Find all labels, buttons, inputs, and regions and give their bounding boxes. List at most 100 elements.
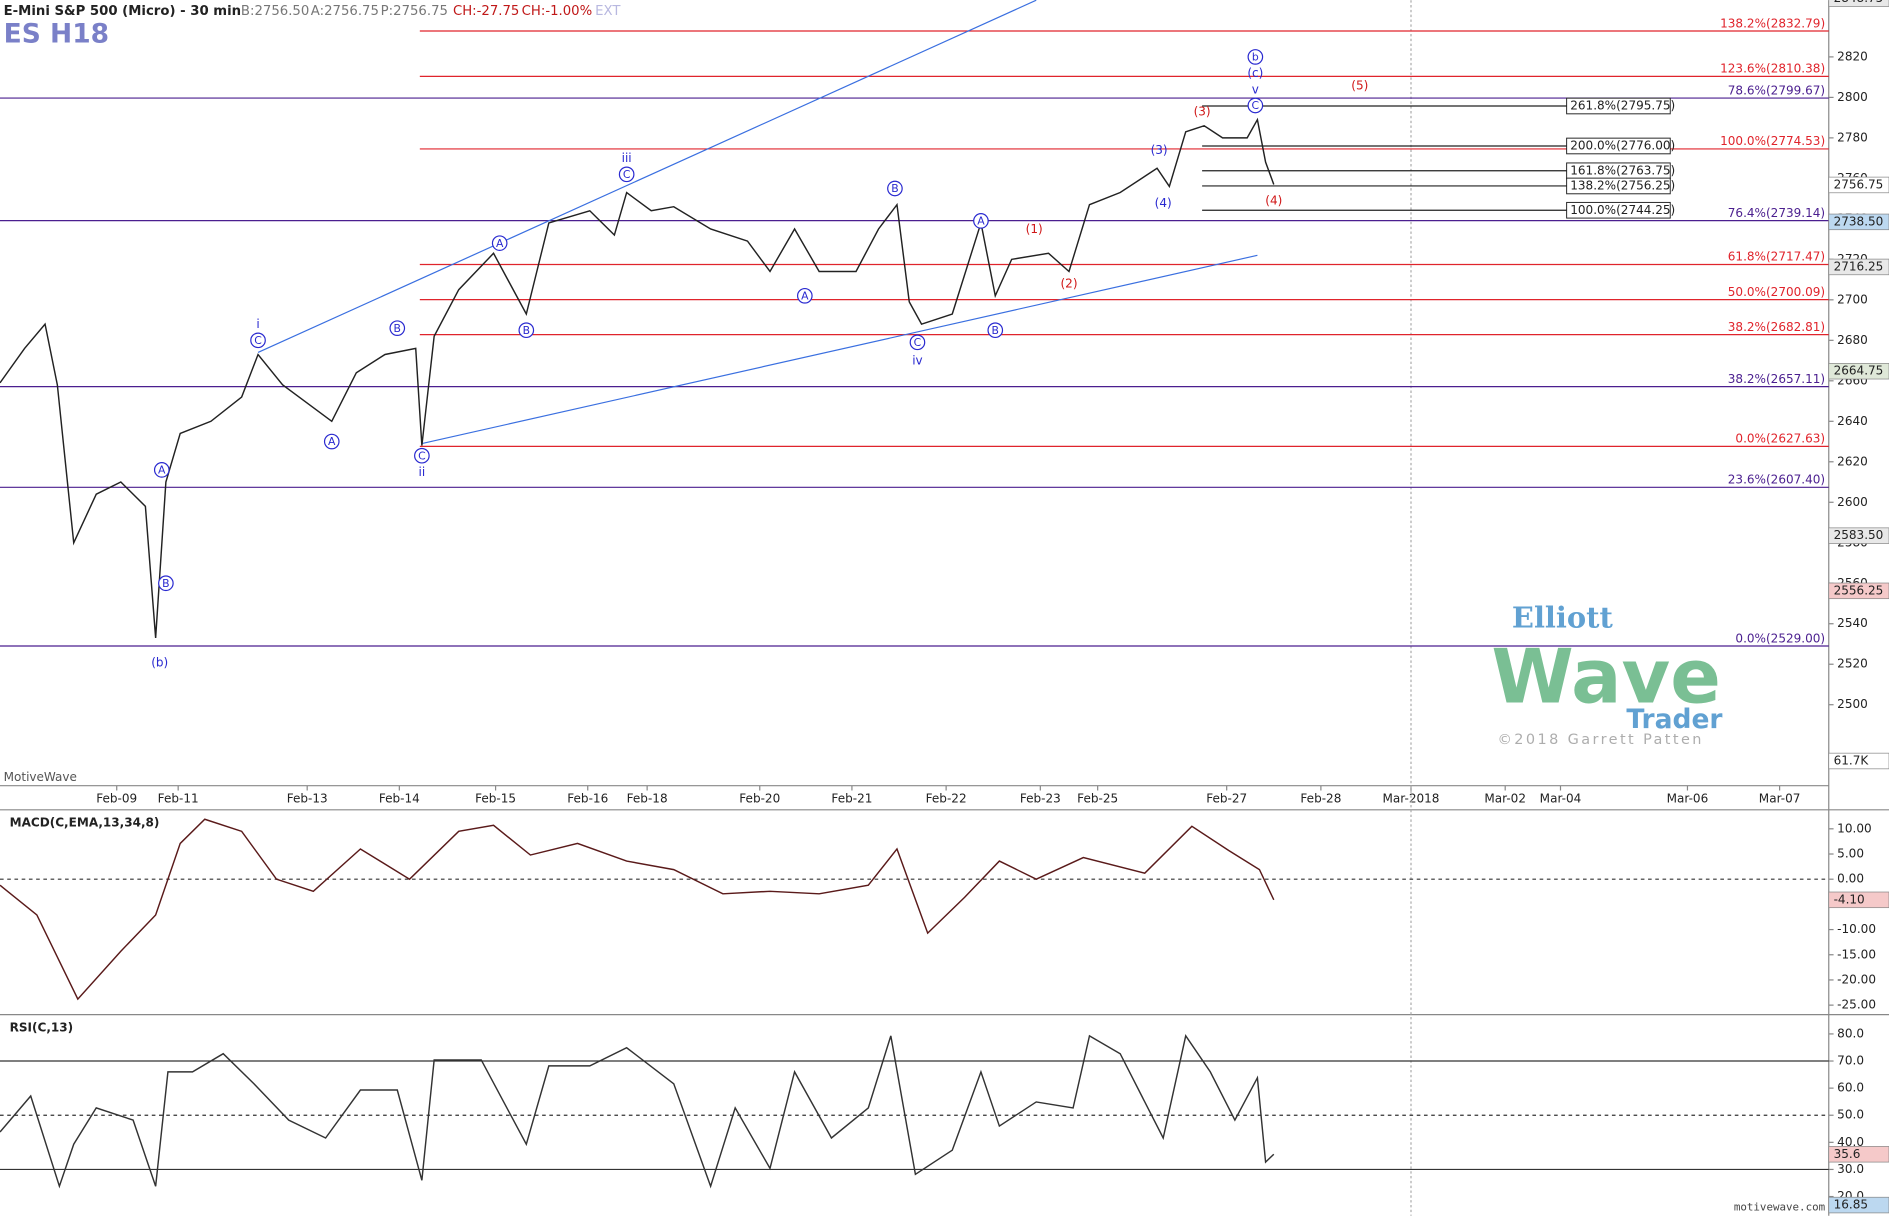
y-tick-label: 0.00 [1837, 872, 1864, 886]
fib-level-label: 0.0%(2627.63) [1735, 432, 1825, 446]
price-marker [1828, 891, 1889, 909]
y-tick-label: 2680 [1837, 333, 1868, 347]
wave-label-circle [518, 322, 535, 339]
trend-line [421, 254, 1258, 445]
wave-label: C [623, 168, 631, 181]
ask: A:2756.75 [311, 4, 379, 19]
x-tick-label: Feb-22 [926, 791, 967, 805]
y-tick-label: 2520 [1837, 657, 1868, 671]
y-tick-label: 2700 [1837, 292, 1868, 306]
wave-label: iii [622, 151, 632, 165]
x-tick-label: Feb-11 [158, 791, 199, 805]
wave-label: (4) [1155, 196, 1172, 210]
wave-label: A [496, 237, 504, 250]
fib-level-label: 38.2%(2657.11) [1728, 372, 1825, 386]
wave-label: (4) [1265, 194, 1282, 208]
wave-label: B [162, 577, 169, 590]
wave-label: i [256, 317, 259, 331]
x-tick-label: Feb-20 [739, 791, 780, 805]
change: CH:-27.75 [453, 4, 519, 19]
x-tick-label: Feb-21 [831, 791, 872, 805]
fib-level-label: 123.6%(2810.38) [1720, 62, 1825, 76]
wave-label-circle [1247, 97, 1264, 114]
fib-level-label: 138.2%(2832.79) [1720, 16, 1825, 30]
wave-label-circle [389, 320, 406, 337]
wave-label-circle [414, 447, 430, 464]
fib-box-label-bg [1566, 137, 1671, 155]
watermark-text: ©2018 Garrett Patten [1497, 732, 1703, 748]
x-tick-label: Feb-27 [1206, 791, 1247, 805]
wave-label: C [254, 334, 262, 347]
y-tick-label: -10.00 [1837, 922, 1876, 936]
wave-label-circle [973, 213, 989, 229]
wave-label-circle [887, 180, 903, 197]
y-tick-label: 2640 [1837, 414, 1868, 428]
y-tick-label: 2620 [1837, 454, 1868, 468]
wave-label: A [158, 463, 166, 476]
price-marker [1828, 176, 1889, 194]
price-marker [1828, 1146, 1889, 1163]
x-tick-label: Mar-2018 [1383, 791, 1440, 805]
y-tick-label: -15.00 [1837, 947, 1876, 961]
y-tick-label: 5.00 [1837, 847, 1864, 861]
y-tick-label: 80.0 [1837, 1026, 1864, 1040]
x-tick-label: Feb-15 [475, 791, 516, 805]
x-tick-label: Mar-07 [1759, 791, 1801, 805]
wave-label-circle [323, 433, 340, 450]
wave-label-circle [1247, 49, 1264, 65]
bid: B:2756.50 [241, 4, 309, 19]
x-tick-label: Mar-06 [1667, 791, 1709, 805]
price-line [0, 1034, 1275, 1189]
x-tick-label: Mar-04 [1540, 791, 1582, 805]
wave-label-circle [153, 462, 170, 478]
y-tick-label: 70.0 [1837, 1054, 1864, 1068]
y-tick-label: -20.00 [1837, 972, 1876, 986]
price-marker-label: 2664.75 [1834, 364, 1884, 378]
chart-title: ES H18 [4, 19, 109, 50]
wave-label: (1) [1026, 222, 1043, 236]
source: MotiveWave [4, 770, 77, 784]
y-tick-label: 2500 [1837, 697, 1868, 711]
y-tick-label: 30.0 [1837, 1162, 1864, 1176]
wave-label: (2) [1060, 277, 1077, 291]
watermark-text: Elliott [1512, 600, 1614, 634]
wave-label: (5) [1351, 78, 1368, 92]
wave-label: C [914, 336, 922, 349]
wave-label: (c) [1247, 66, 1263, 80]
y-tick-label: 2800 [1837, 90, 1868, 104]
y-tick-label: 2540 [1837, 616, 1868, 630]
price-marker-label: 2756.75 [1834, 177, 1884, 191]
price-line [0, 117, 1275, 638]
price-marker [1828, 0, 1889, 7]
fib-box-label-bg [1566, 201, 1671, 219]
x-tick-label: Feb-16 [567, 791, 608, 805]
volume-label: 61.7K [1834, 753, 1870, 767]
site: motivewave.com [1734, 1200, 1825, 1213]
wave-label: A [328, 435, 336, 448]
watermark-text: Trader [1626, 704, 1722, 735]
price-marker [1828, 363, 1889, 380]
trend-line [257, 0, 1037, 354]
y-tick-label: 2600 [1837, 495, 1868, 509]
y-tick-label: 10.00 [1837, 821, 1871, 835]
fib-box-label: 138.2%(2756.25) [1570, 178, 1675, 192]
x-tick-label: Mar-02 [1484, 791, 1526, 805]
price-marker [1828, 527, 1889, 544]
watermark-text: Wave [1491, 634, 1720, 721]
watermark: Elliott Wave Trader ©2018 Garrett Patten [1491, 600, 1722, 747]
wave-label: (3) [1194, 105, 1211, 119]
fib-box-label: 261.8%(2795.75) [1570, 98, 1675, 112]
price-marker [1828, 258, 1889, 276]
y-tick-label: -25.00 [1837, 998, 1876, 1012]
wave-label: A [801, 289, 809, 302]
price-marker-label: 2716.25 [1834, 259, 1884, 273]
fib-level-label: 76.4%(2739.14) [1728, 206, 1825, 220]
volume-marker [1828, 752, 1889, 770]
price-marker [1828, 1196, 1889, 1214]
price-marker-label: 2556.25 [1834, 583, 1884, 597]
price-marker-label: 16.85 [1834, 1198, 1868, 1212]
wave-label-circle [158, 575, 174, 592]
price-marker [1828, 213, 1889, 231]
fib-box-label: 161.8%(2763.75) [1570, 163, 1675, 177]
fib-level-label: 23.6%(2607.40) [1728, 473, 1825, 487]
